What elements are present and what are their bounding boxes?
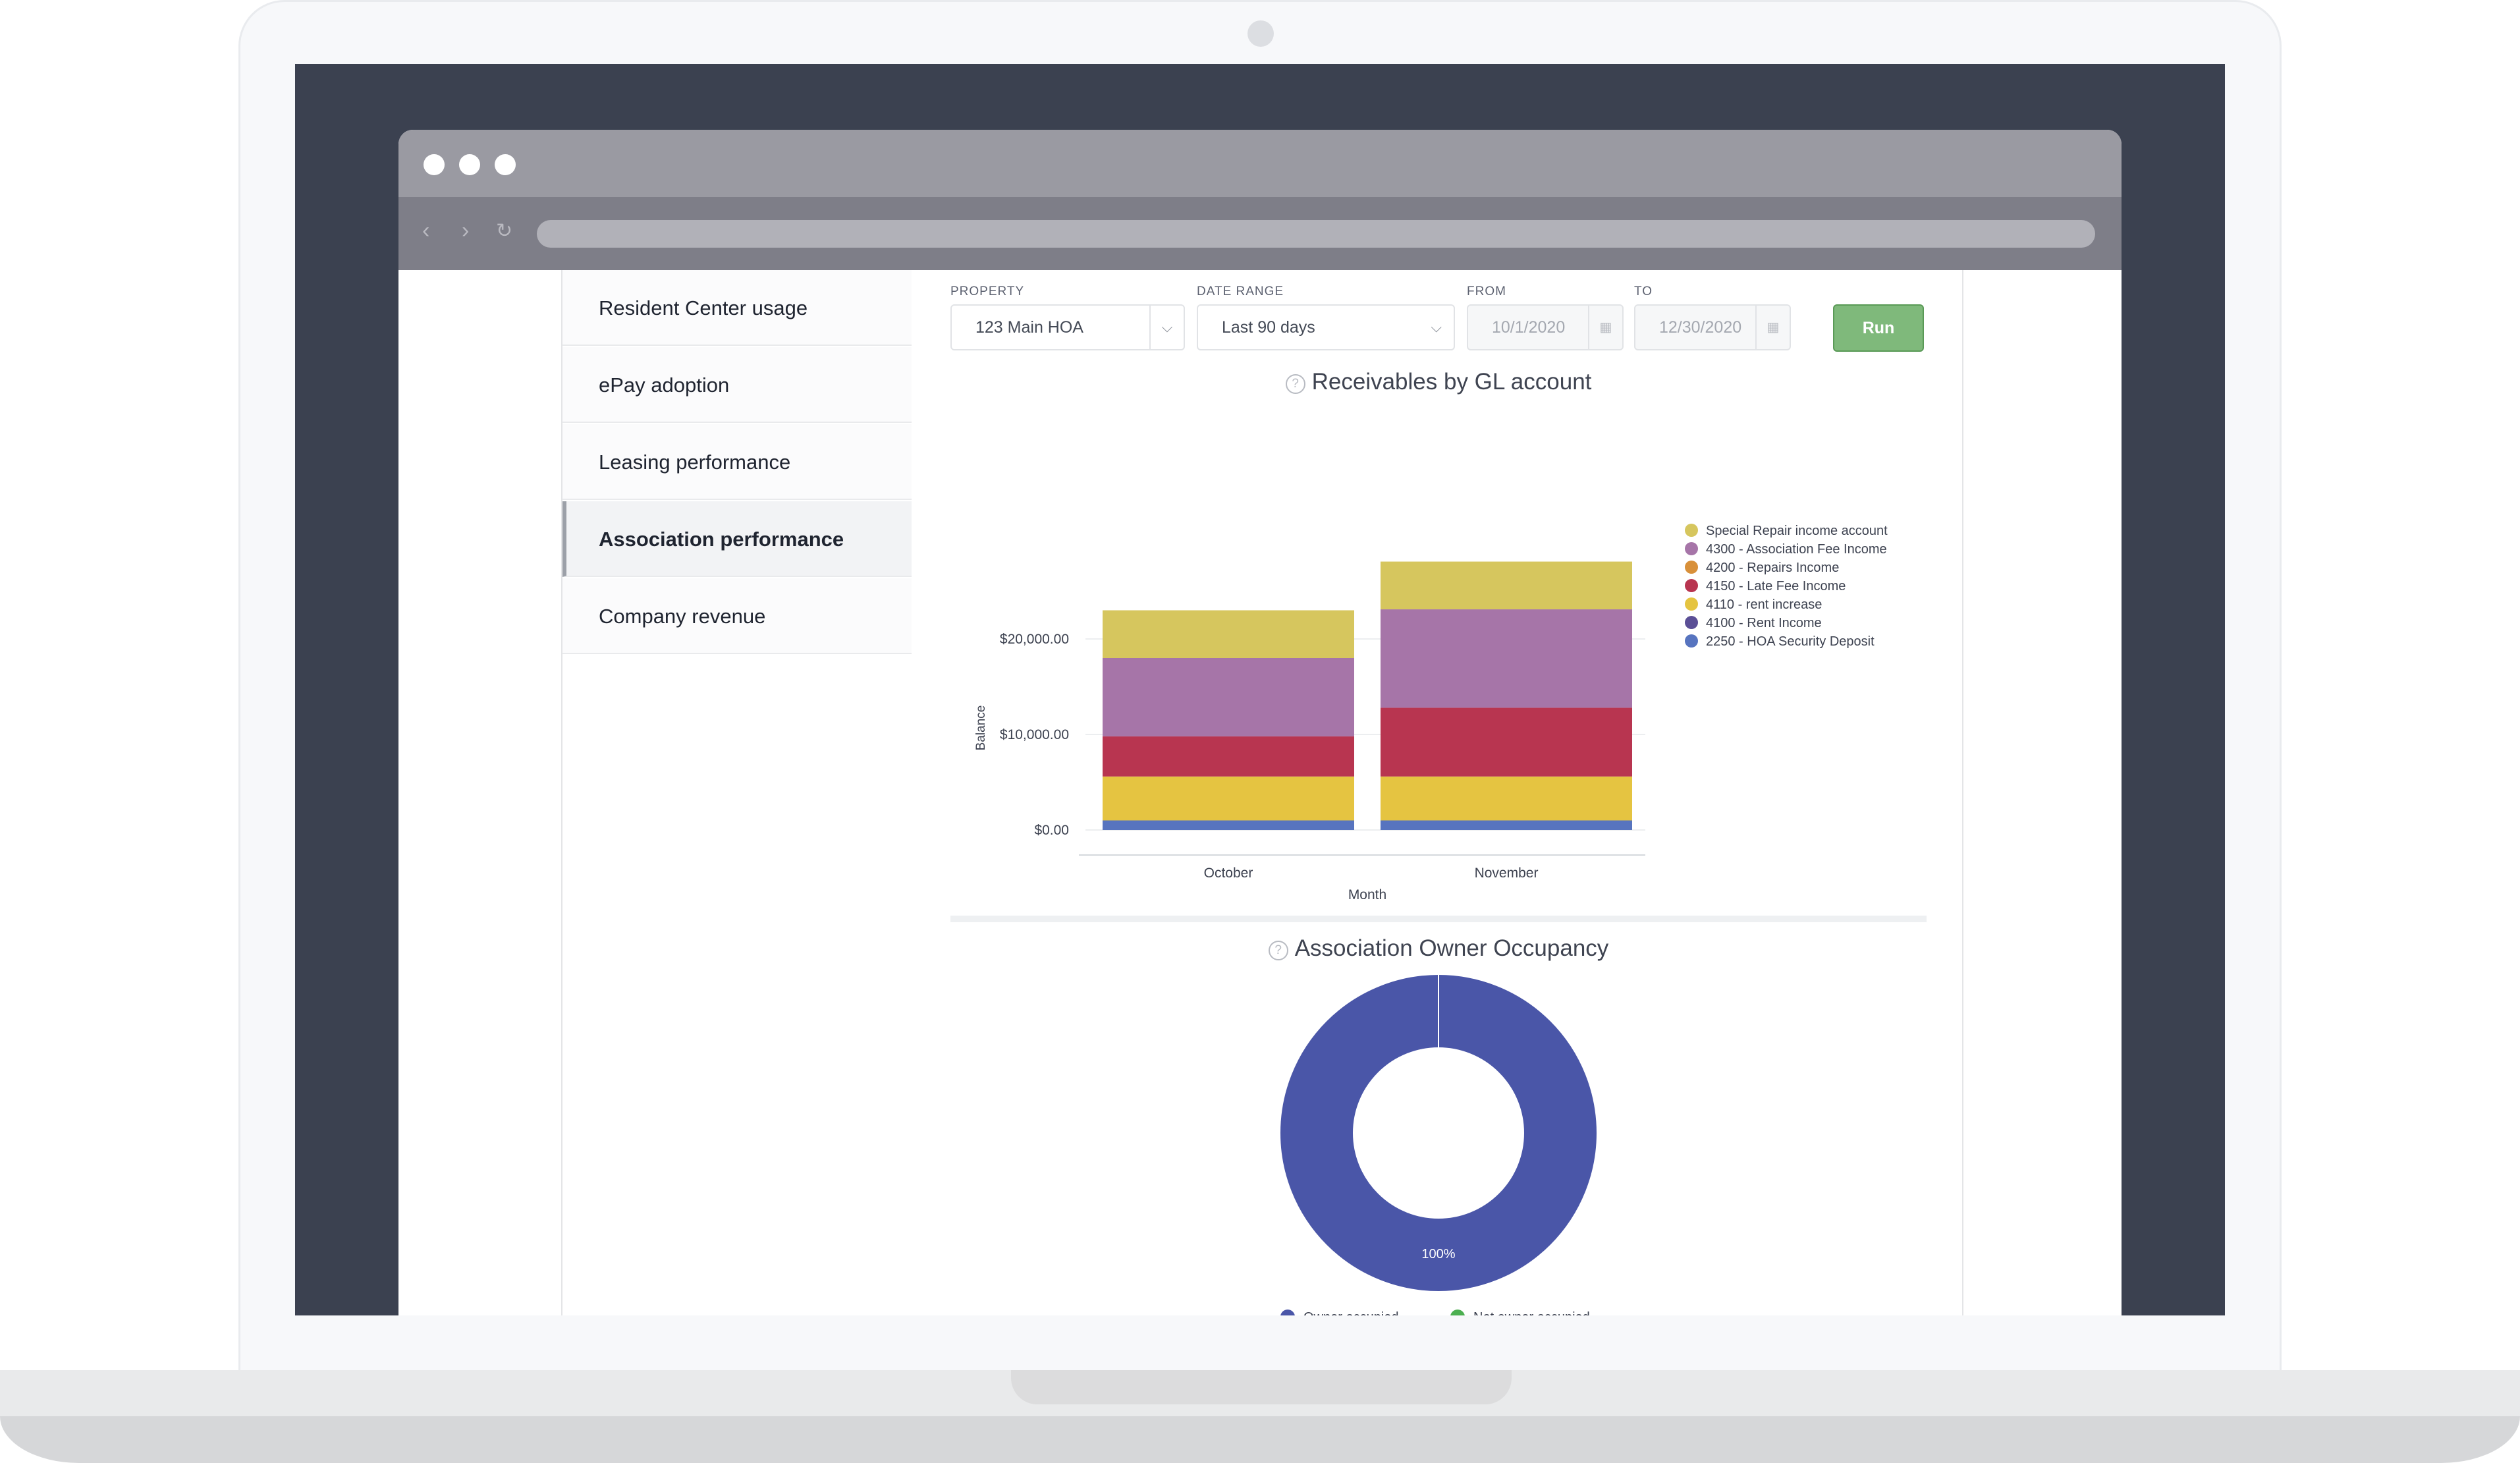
legend-label[interactable]: 2250 - HOA Security Deposit — [1706, 634, 1875, 649]
from-label: FROM — [1467, 285, 1506, 298]
legend-label[interactable]: 4110 - rent increase — [1706, 597, 1822, 612]
date-range-label: DATE RANGE — [1197, 285, 1284, 298]
sidebar-item-leasing[interactable]: Leasing performance — [562, 424, 912, 500]
sidebar-item-label: Leasing performance — [599, 451, 791, 474]
sidebar-item-label: ePay adoption — [599, 373, 730, 397]
chevron-down-icon: ⌵ — [1431, 319, 1442, 335]
chevron-down-icon: ⌵ — [1149, 306, 1184, 349]
section-divider — [950, 916, 1927, 922]
bar-segment[interactable] — [1103, 658, 1354, 736]
sidebar-item-label: Resident Center usage — [599, 296, 808, 319]
x-tick-label: October — [1204, 866, 1253, 881]
sidebar-item-epay[interactable]: ePay adoption — [562, 347, 912, 423]
date-range-select[interactable]: Last 90 days ⌵ — [1197, 304, 1455, 350]
bar-segment[interactable] — [1381, 707, 1632, 777]
y-tick-label: $0.00 — [1034, 823, 1069, 838]
sidebar-item-resident-center[interactable]: Resident Center usage — [562, 270, 912, 346]
legend-swatch — [1685, 542, 1698, 555]
property-label: PROPERTY — [950, 285, 1025, 298]
to-date-field[interactable]: 12/30/2020 ▦ — [1634, 304, 1791, 350]
bar-segment[interactable] — [1381, 561, 1632, 610]
help-icon[interactable]: ? — [1285, 374, 1305, 394]
legend-swatch — [1450, 1310, 1465, 1315]
donut-data-label: 100% — [1421, 1247, 1455, 1261]
url-bar[interactable] — [537, 220, 2095, 248]
occupancy-title-text: Association Owner Occupancy — [1294, 935, 1609, 961]
sidebar-item-association[interactable]: Association performance — [562, 501, 912, 577]
legend-swatch — [1685, 634, 1698, 648]
minimize-window-icon[interactable] — [459, 154, 480, 175]
legend-swatch — [1685, 597, 1698, 611]
help-icon[interactable]: ? — [1268, 941, 1288, 960]
bar-segment[interactable] — [1381, 776, 1632, 821]
legend-swatch — [1685, 579, 1698, 592]
occupancy-chart-title: ? Association Owner Occupancy — [950, 935, 1927, 962]
maximize-window-icon[interactable] — [495, 154, 516, 175]
refresh-icon[interactable]: ↻ — [496, 220, 513, 242]
legend-swatch — [1280, 1310, 1295, 1315]
laptop-notch — [1011, 1370, 1512, 1404]
legend-swatch — [1685, 561, 1698, 574]
from-date-value: 10/1/2020 — [1492, 318, 1566, 337]
sidebar-item-label: Company revenue — [599, 605, 766, 628]
receivables-title-text: Receivables by GL account — [1311, 369, 1592, 395]
back-icon[interactable]: ‹ — [422, 218, 430, 243]
forward-icon[interactable]: › — [462, 218, 470, 243]
browser-navbar: ‹ › ↻ — [398, 197, 2122, 270]
x-tick-label: November — [1475, 866, 1539, 881]
to-date-value: 12/30/2020 — [1659, 318, 1742, 337]
browser-window: ‹ › ↻ Resident Center usage ePay adoptio… — [398, 130, 2122, 1315]
legend-label[interactable]: Special Repair income account — [1706, 524, 1888, 538]
x-axis-label: Month — [1348, 887, 1386, 902]
calendar-icon[interactable]: ▦ — [1755, 306, 1790, 349]
bar-segment[interactable] — [1381, 609, 1632, 708]
laptop-base-bottom — [0, 1416, 2520, 1463]
legend-swatch — [1685, 616, 1698, 629]
run-button[interactable]: Run — [1833, 304, 1924, 352]
legend-label[interactable]: 4300 - Association Fee Income — [1706, 542, 1887, 557]
bar-segment[interactable] — [1103, 776, 1354, 821]
occupancy-donut-chart: 100% Owner occupied Not owner occupied — [1280, 975, 1597, 1315]
bar-segment[interactable] — [1103, 736, 1354, 777]
page-content: Resident Center usage ePay adoption Leas… — [398, 270, 2122, 1315]
legend-label[interactable]: Not owner occupied — [1473, 1310, 1590, 1315]
date-range-value: Last 90 days — [1222, 318, 1315, 337]
legend-label[interactable]: 4200 - Repairs Income — [1706, 561, 1839, 575]
bar-segment[interactable] — [1103, 610, 1354, 659]
legend-label[interactable]: 4100 - Rent Income — [1706, 616, 1822, 630]
to-label: TO — [1634, 285, 1653, 298]
receivables-chart-title: ? Receivables by GL account — [950, 369, 1927, 395]
property-select[interactable]: 123 Main HOA ⌵ — [950, 304, 1185, 350]
property-value: 123 Main HOA — [975, 318, 1083, 337]
legend-swatch — [1685, 524, 1698, 537]
bar-segment[interactable] — [1103, 820, 1354, 831]
browser-titlebar — [398, 130, 2122, 197]
y-tick-label: $10,000.00 — [1000, 727, 1069, 742]
y-tick-label: $20,000.00 — [1000, 632, 1069, 647]
bar-segment[interactable] — [1381, 820, 1632, 831]
camera-icon — [1247, 20, 1274, 47]
calendar-icon[interactable]: ▦ — [1588, 306, 1622, 349]
close-window-icon[interactable] — [424, 154, 445, 175]
from-date-field[interactable]: 10/1/2020 ▦ — [1467, 304, 1624, 350]
receivables-bar-chart: $0.00 $10,000.00 $20,000.00 Balance October N… — [974, 524, 1888, 902]
legend-label[interactable]: Owner occupied — [1303, 1310, 1399, 1315]
legend-label[interactable]: 4150 - Late Fee Income — [1706, 579, 1846, 593]
report-page: Resident Center usage ePay adoption Leas… — [561, 270, 1963, 1315]
sidebar-item-company-revenue[interactable]: Company revenue — [562, 578, 912, 654]
y-axis-label: Balance — [974, 705, 988, 751]
sidebar-item-label: Association performance — [599, 528, 844, 551]
donut-slice[interactable] — [1280, 975, 1597, 1291]
